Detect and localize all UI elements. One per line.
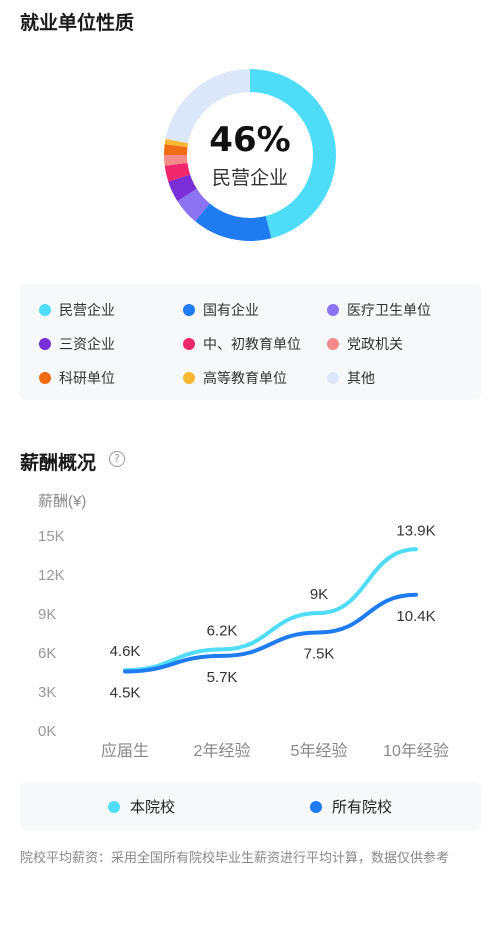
data-label: 7.5K xyxy=(304,646,335,663)
legend-label: 科研单位 xyxy=(59,371,115,387)
chart-data-labels: 4.6K 6.2K 9K 13.9K 4.5K 5.7K 7.5K 10.4K xyxy=(110,522,436,701)
donut-slice-5[interactable] xyxy=(164,155,188,166)
legend-dot xyxy=(327,372,339,384)
donut-svg xyxy=(164,69,337,242)
legend-item-foreign[interactable]: 三资企业 xyxy=(39,334,115,354)
legend-label: 医疗卫生单位 xyxy=(347,303,431,319)
employment-donut-chart: 46% 民营企业 xyxy=(150,55,350,255)
series-dot xyxy=(310,800,322,813)
y-axis-label: 薪酬(¥) xyxy=(38,493,86,510)
legend-item-state-owned[interactable]: 国有企业 xyxy=(183,300,259,320)
data-label: 6.2K xyxy=(207,622,238,639)
legend-item-medical[interactable]: 医疗卫生单位 xyxy=(327,300,431,320)
question-circle-icon[interactable]: ? xyxy=(109,451,125,467)
x-tick-label: 5年经验 xyxy=(291,742,348,760)
series-label: 所有院校 xyxy=(332,798,393,816)
data-label: 9K xyxy=(310,586,328,603)
donut-slice-1[interactable] xyxy=(195,203,272,242)
legend-label: 中、初教育单位 xyxy=(203,337,301,353)
y-axis-ticks: 0K 3K 6K 9K 12K 15K xyxy=(38,528,65,740)
x-tick-label: 应届生 xyxy=(101,741,149,760)
donut-slice-0[interactable] xyxy=(250,69,337,239)
salary-footnote: 院校平均薪资：采用全国所有院校毕业生薪资进行平均计算，数据仅供参考 xyxy=(20,851,450,866)
y-tick-label: 15K xyxy=(38,528,65,545)
employment-title: 就业单位性质 xyxy=(20,12,135,34)
series-line-0 xyxy=(123,547,418,673)
donut-center-percent: 46% xyxy=(209,119,291,160)
salary-title: 薪酬概况 xyxy=(20,452,97,474)
y-tick-label: 9K xyxy=(38,606,56,623)
legend-label: 民营企业 xyxy=(59,303,115,319)
donut-hole xyxy=(188,93,312,217)
salary-series-legend: 本院校 所有院校 xyxy=(20,782,481,830)
legend-item-private[interactable]: 民营企业 xyxy=(39,300,115,320)
data-label: 10.4K xyxy=(396,608,435,625)
legend-dot xyxy=(183,372,195,384)
series-dot xyxy=(108,800,120,813)
legend-item-government[interactable]: 党政机关 xyxy=(327,334,403,354)
legend-item-research[interactable]: 科研单位 xyxy=(39,368,115,388)
data-label: 5.7K xyxy=(207,669,238,686)
y-tick-label: 6K xyxy=(38,645,56,662)
donut-slice-2[interactable] xyxy=(177,188,210,222)
legend-dot xyxy=(183,304,195,316)
x-axis-labels: 应届生 2年经验 5年经验 10年经验 xyxy=(101,741,449,760)
donut-center: 46% 民营企业 xyxy=(150,55,350,255)
donut-slice-3[interactable] xyxy=(168,174,197,202)
legend-item-k12-education[interactable]: 中、初教育单位 xyxy=(183,334,301,354)
y-tick-label: 12K xyxy=(38,567,65,584)
donut-slice-4[interactable] xyxy=(164,162,191,182)
legend-dot xyxy=(327,304,339,316)
salary-line-chart: 薪酬(¥) 0K 3K 6K 9K 12K 15K 应届生 2年经验 5年经验 10年经验 4.… xyxy=(38,493,449,760)
legend-dot xyxy=(39,304,51,316)
series-legend-all-schools[interactable]: 所有院校 xyxy=(310,796,392,817)
employment-legend: 民营企业 国有企业 医疗卫生单位 三资企业 中、初教育单位 党政机关 科研单位 … xyxy=(20,284,481,400)
legend-item-other[interactable]: 其他 xyxy=(327,368,375,388)
legend-label: 三资企业 xyxy=(59,337,115,353)
legend-dot xyxy=(183,338,195,350)
data-label: 4.5K xyxy=(110,685,141,702)
donut-slice-7[interactable] xyxy=(164,138,189,148)
chart-lines xyxy=(123,547,418,674)
y-tick-label: 3K xyxy=(38,684,56,701)
data-label: 13.9K xyxy=(396,522,435,539)
donut-center-label: 民营企业 xyxy=(211,166,288,189)
legend-dot xyxy=(39,372,51,384)
series-label: 本院校 xyxy=(130,798,176,816)
x-tick-label: 10年经验 xyxy=(383,742,449,760)
legend-dot xyxy=(39,338,51,350)
x-tick-label: 2年经验 xyxy=(194,742,251,760)
series-line-1 xyxy=(123,592,418,674)
donut-slice-8[interactable] xyxy=(165,69,250,144)
legend-item-higher-education[interactable]: 高等教育单位 xyxy=(183,368,287,388)
data-label: 4.6K xyxy=(110,643,141,660)
legend-label: 高等教育单位 xyxy=(203,371,287,387)
legend-label: 党政机关 xyxy=(347,337,403,353)
legend-label: 国有企业 xyxy=(203,303,259,319)
series-legend-this-school[interactable]: 本院校 xyxy=(108,796,175,817)
donut-slice-6[interactable] xyxy=(164,144,188,155)
y-tick-label: 0K xyxy=(38,723,56,740)
legend-dot xyxy=(327,338,339,350)
legend-label: 其他 xyxy=(347,371,375,387)
